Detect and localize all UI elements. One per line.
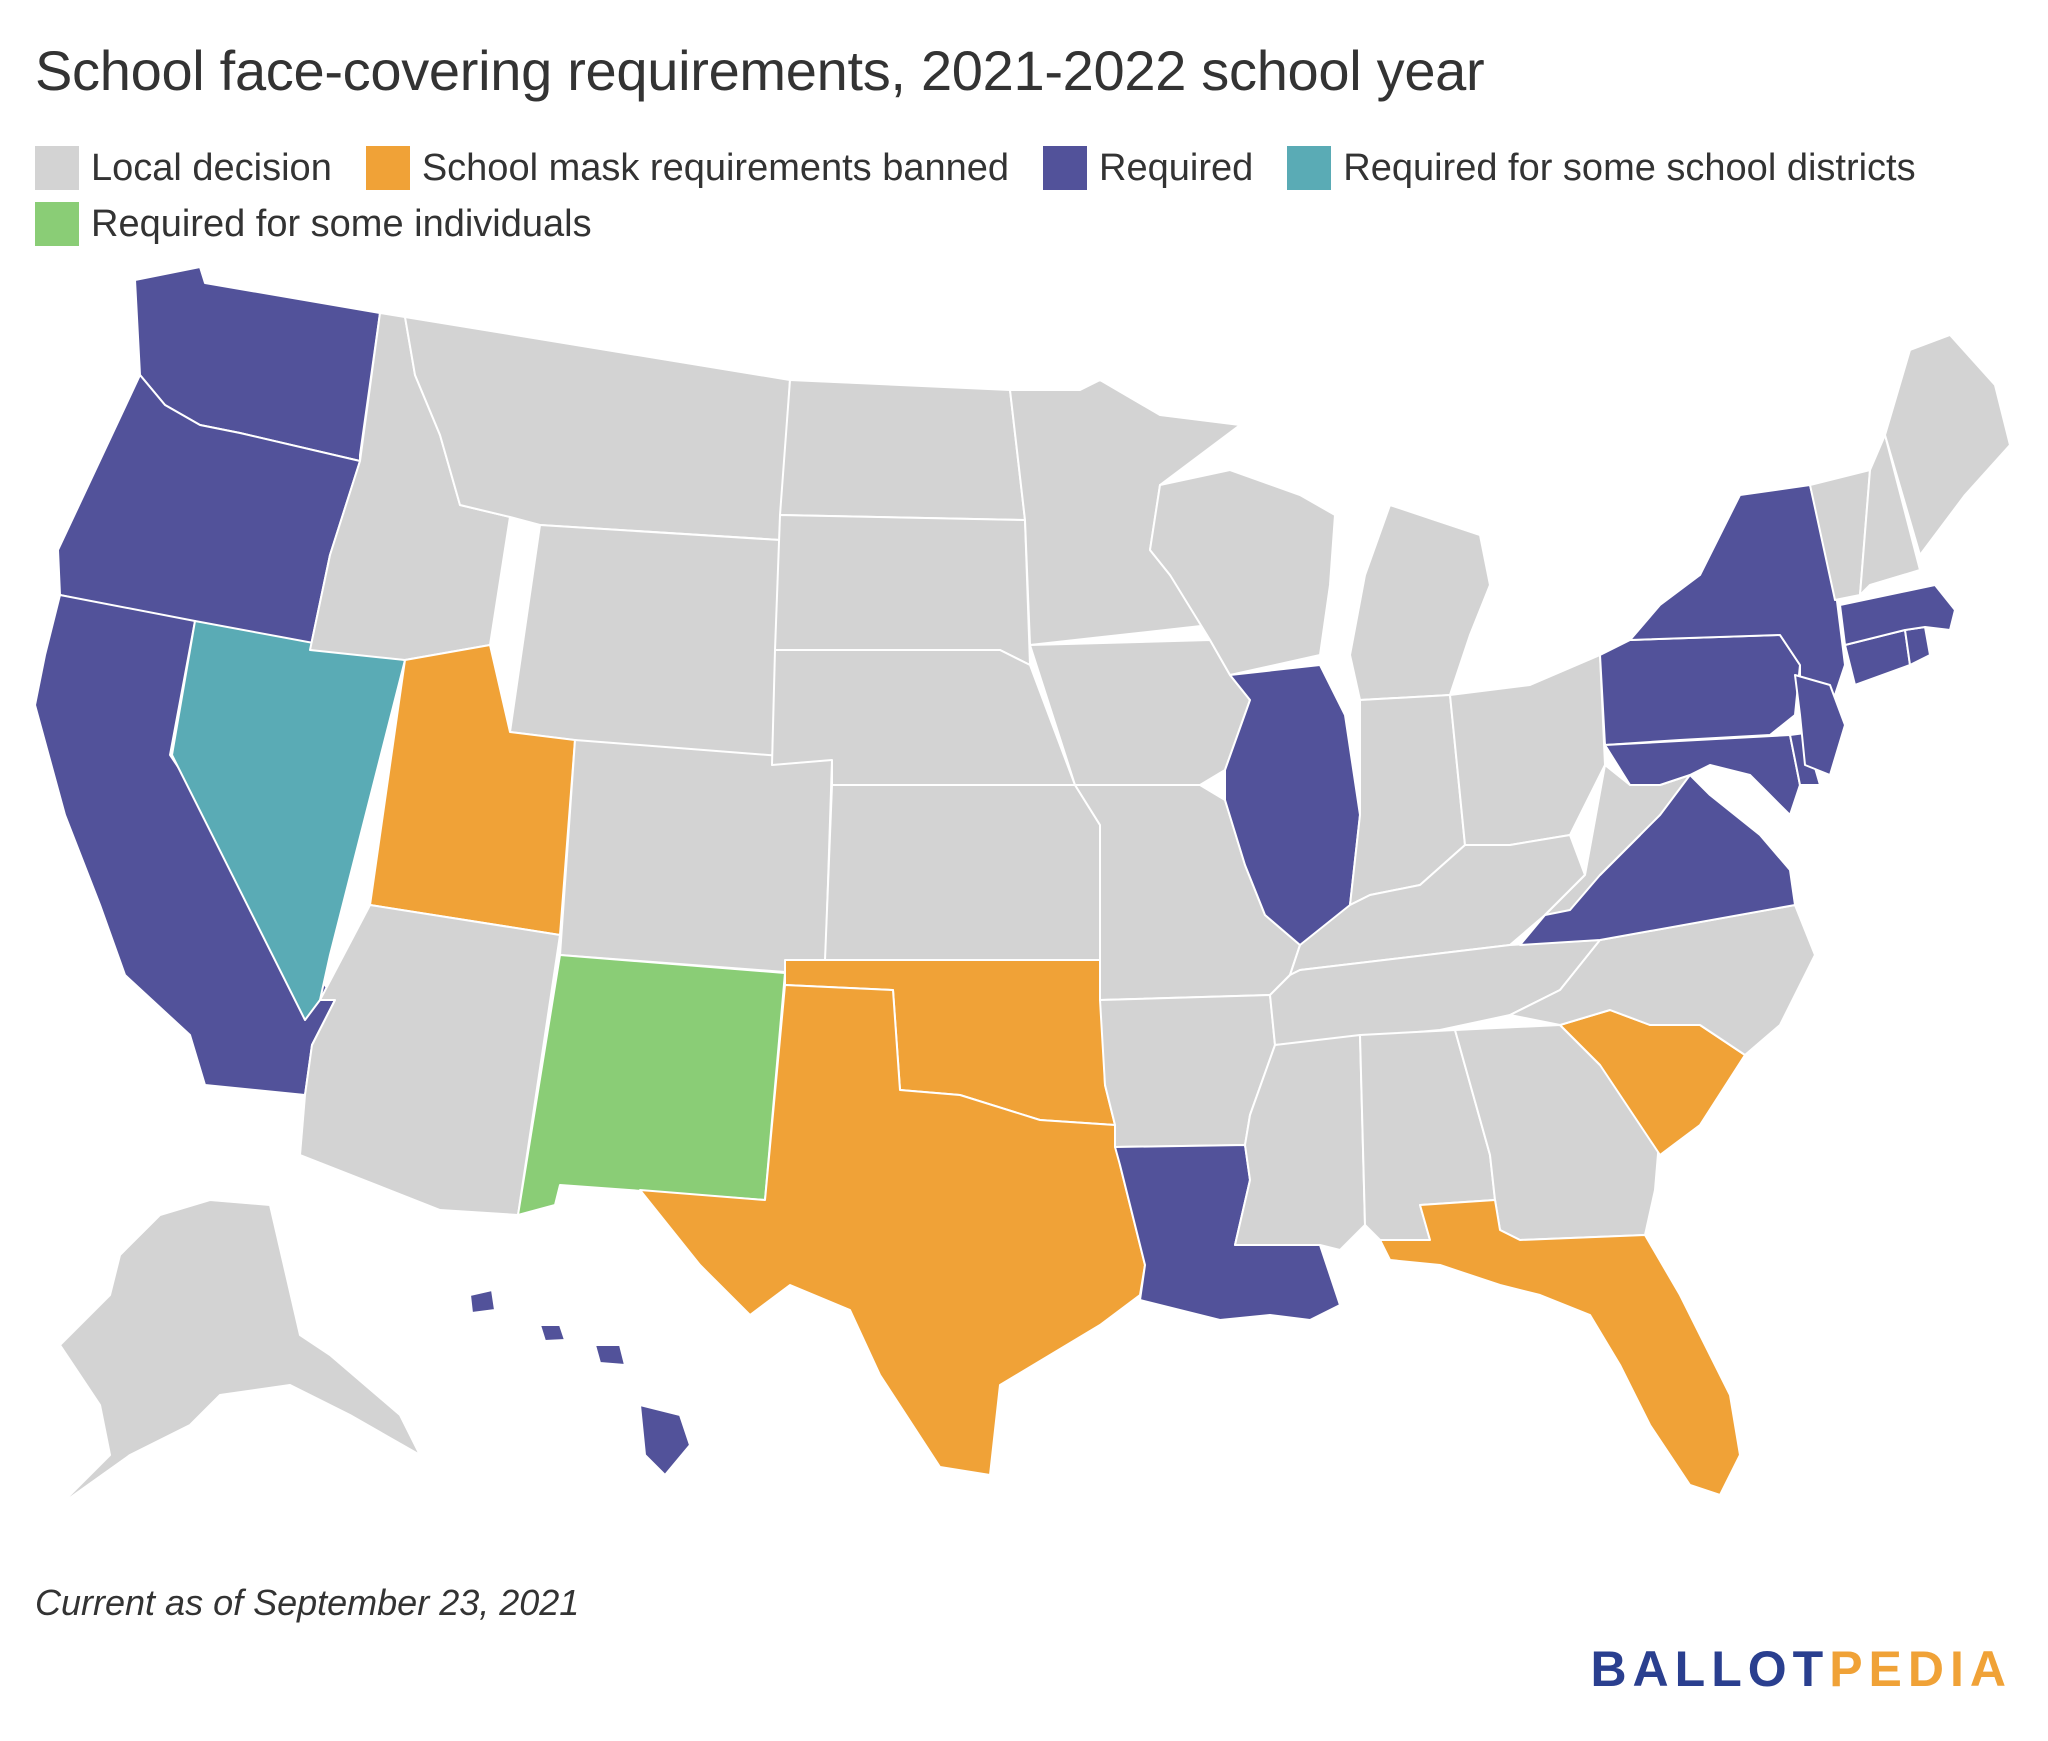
legend-swatch-banned <box>365 146 410 190</box>
chart-title: School face-covering requirements, 2021-… <box>35 39 1485 102</box>
legend-label-some-individuals: Required for some individuals <box>91 202 592 245</box>
legend-label-banned: School mask requirements banned <box>421 146 1010 189</box>
footnote: Current as of September 23, 2021 <box>35 1582 580 1623</box>
legend-item-some-districts: Required for some school districts <box>1287 146 1916 190</box>
us-map-svg: WashingtonOregonCaliforniaNevadaIdahoMon… <box>34 266 2011 1506</box>
ballotpedia-logo: BALLOTPEDIA <box>1590 1640 2012 1698</box>
state-florida: Florida <box>1379 1199 1741 1496</box>
legend-item-required: Required <box>1043 146 1253 190</box>
state-hawaii: Hawaii <box>469 1289 691 1476</box>
state-alaska: Alaska <box>59 1199 421 1506</box>
state-massachusetts: Massachusetts <box>1839 584 1956 646</box>
legend-item-some-individuals: Required for some individuals <box>35 202 592 246</box>
legend-row-2: Required for some individuals <box>35 196 2025 252</box>
legend-label-some-districts: Required for some school districts <box>1343 146 1916 189</box>
state-new-jersey: New Jersey <box>1794 674 1846 776</box>
legend-swatch-some-districts <box>1287 146 1332 190</box>
state-wyoming: Wyoming <box>509 524 781 766</box>
logo-part-pedia: PEDIA <box>1829 1641 2012 1697</box>
state-michigan: Michigan <box>1349 504 1491 701</box>
state-north-carolina: North Carolina <box>1509 904 1816 1056</box>
legend-swatch-local <box>35 146 79 190</box>
state-pennsylvania: Pennsylvania <box>1599 634 1801 746</box>
us-map: WashingtonOregonCaliforniaNevadaIdahoMon… <box>0 255 2048 1545</box>
states-layer: WashingtonOregonCaliforniaNevadaIdahoMon… <box>34 266 2011 1506</box>
state-maine: Maine <box>1884 334 2011 556</box>
state-new-york: New York <box>1629 484 1846 696</box>
state-montana: Montana <box>404 316 791 541</box>
state-wisconsin: Wisconsin <box>1149 469 1336 676</box>
state-new-hampshire: New Hampshire <box>1859 434 1921 596</box>
state-ohio: Ohio <box>1449 654 1606 846</box>
state-arizona: Arizona <box>299 904 561 1216</box>
state-texas: Texas <box>639 984 1146 1476</box>
state-rhode-island: Rhode Island <box>1904 626 1931 666</box>
legend-item-banned: School mask requirements banned <box>365 146 1010 190</box>
logo-part-ballot: BALLOT <box>1590 1641 1830 1697</box>
state-new-mexico: New Mexico <box>517 954 786 1216</box>
state-colorado: Colorado <box>559 739 833 976</box>
state-south-dakota: South Dakota <box>774 514 1031 666</box>
state-kansas: Kansas <box>824 784 1101 961</box>
legend-label-required: Required <box>1099 146 1254 189</box>
legend-swatch-some-individuals <box>35 202 79 246</box>
legend-row-1: Local decision School mask requirements … <box>35 140 2025 196</box>
legend-item-local: Local decision <box>35 146 332 190</box>
legend-label-local: Local decision <box>91 146 332 189</box>
state-north-dakota: North Dakota <box>779 379 1026 521</box>
legend: Local decision School mask requirements … <box>35 140 2025 252</box>
legend-swatch-required <box>1043 146 1088 190</box>
